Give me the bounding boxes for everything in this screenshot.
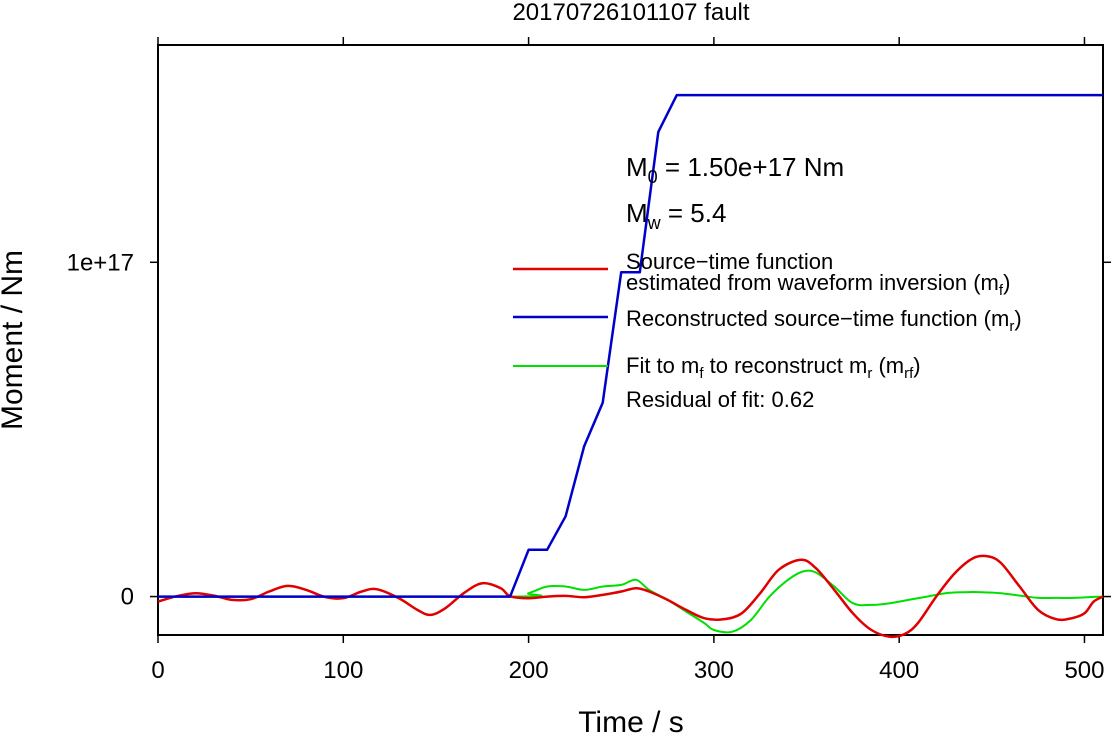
- chart-title: 20170726101107 fault: [512, 0, 749, 26]
- x-tick-label: 300: [694, 657, 734, 684]
- annotation-mw: Mw = 5.4: [626, 198, 726, 233]
- series-line-blue: [158, 93, 1103, 598]
- m0-value: = 1.50e+17 Nm: [658, 152, 844, 182]
- y-tick-label: 0: [121, 584, 134, 611]
- mw-subscript: w: [647, 213, 662, 233]
- legend-green: Fit to mf to reconstruct mr (mrf): [626, 353, 921, 382]
- series-line-green: [157, 569, 1104, 634]
- x-tick-label: 200: [509, 657, 549, 684]
- legend: Source−time function estimated from wave…: [513, 249, 1022, 412]
- x-tick-label: 400: [879, 657, 919, 684]
- x-tick-label: 500: [1064, 657, 1104, 684]
- series-layer: [157, 93, 1104, 639]
- x-axis: 0 100 200 300 400 500: [151, 37, 1104, 684]
- x-axis-label: Time / s: [578, 706, 684, 736]
- y-axis-label: Moment / Nm: [0, 250, 29, 430]
- legend-red-line1: Source−time function: [626, 249, 833, 274]
- mw-symbol: M: [626, 198, 648, 228]
- y-axis: 0 1e+17: [67, 249, 1111, 611]
- x-tick-label: 100: [323, 657, 363, 684]
- m0-subscript: 0: [648, 167, 658, 187]
- annotation-m0: M0 = 1.50e+17 Nm: [626, 152, 844, 187]
- legend-red-line2: estimated from waveform inversion (mf): [626, 270, 1010, 299]
- y-tick-label: 1e+17: [67, 249, 134, 276]
- legend-blue: Reconstructed source−time function (mr): [626, 306, 1022, 335]
- mw-value: = 5.4: [661, 198, 727, 228]
- svg-text:Mw = 5.4: Mw = 5.4: [626, 198, 726, 233]
- residual-label: Residual of fit: 0.62: [626, 387, 814, 412]
- m0-symbol: M: [626, 152, 648, 182]
- svg-text:M0 = 1.50e+17 Nm: M0 = 1.50e+17 Nm: [626, 152, 844, 187]
- x-tick-label: 0: [151, 657, 164, 684]
- plot-frame: [157, 44, 1104, 636]
